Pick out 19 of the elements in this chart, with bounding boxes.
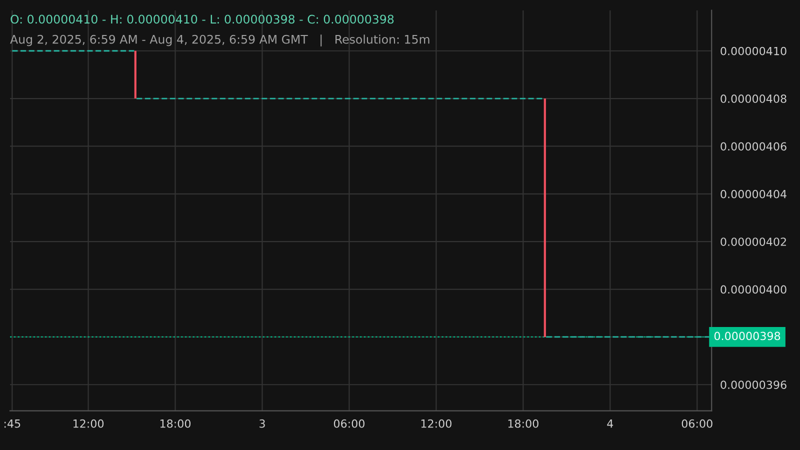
x-tick-label: 18:00 (508, 419, 538, 428)
y-tick-label: 0.00000410 (720, 46, 786, 56)
x-tick-label: 06:00 (334, 419, 364, 428)
ref-line-label: 0.00000398 (714, 332, 780, 340)
y-tick-label: 0.00000396 (720, 380, 786, 390)
text: Aug 2, 2025, 6:59 AM - Aug 4, 2025, 6:59 AM GMT | Resolution: 15m (10, 34, 430, 46)
x-tick-label: :45 (4, 420, 20, 428)
y-tick-label: 0.00000400 (720, 285, 786, 294)
y-tick-label: 0.00000408 (720, 94, 786, 103)
x-tick-label: 12:00 (73, 419, 104, 428)
x-tick-label: 3 (260, 419, 265, 428)
x-tick-label: 4 (607, 420, 614, 428)
x-tick-label: 06:00 (682, 419, 712, 428)
y-tick-label: 0.00000402 (720, 238, 786, 246)
x-tick-label: 18:00 (160, 419, 191, 428)
y-tick-label: 0.00000404 (720, 190, 786, 198)
x-tick-label: 12:00 (421, 419, 452, 428)
y-tick-label: 0.00000406 (720, 142, 786, 151)
chart-title: O: 0.00000410 - H: 0.00000410 - L: 0.00000398 - C: 0.00000398 (10, 14, 394, 24)
